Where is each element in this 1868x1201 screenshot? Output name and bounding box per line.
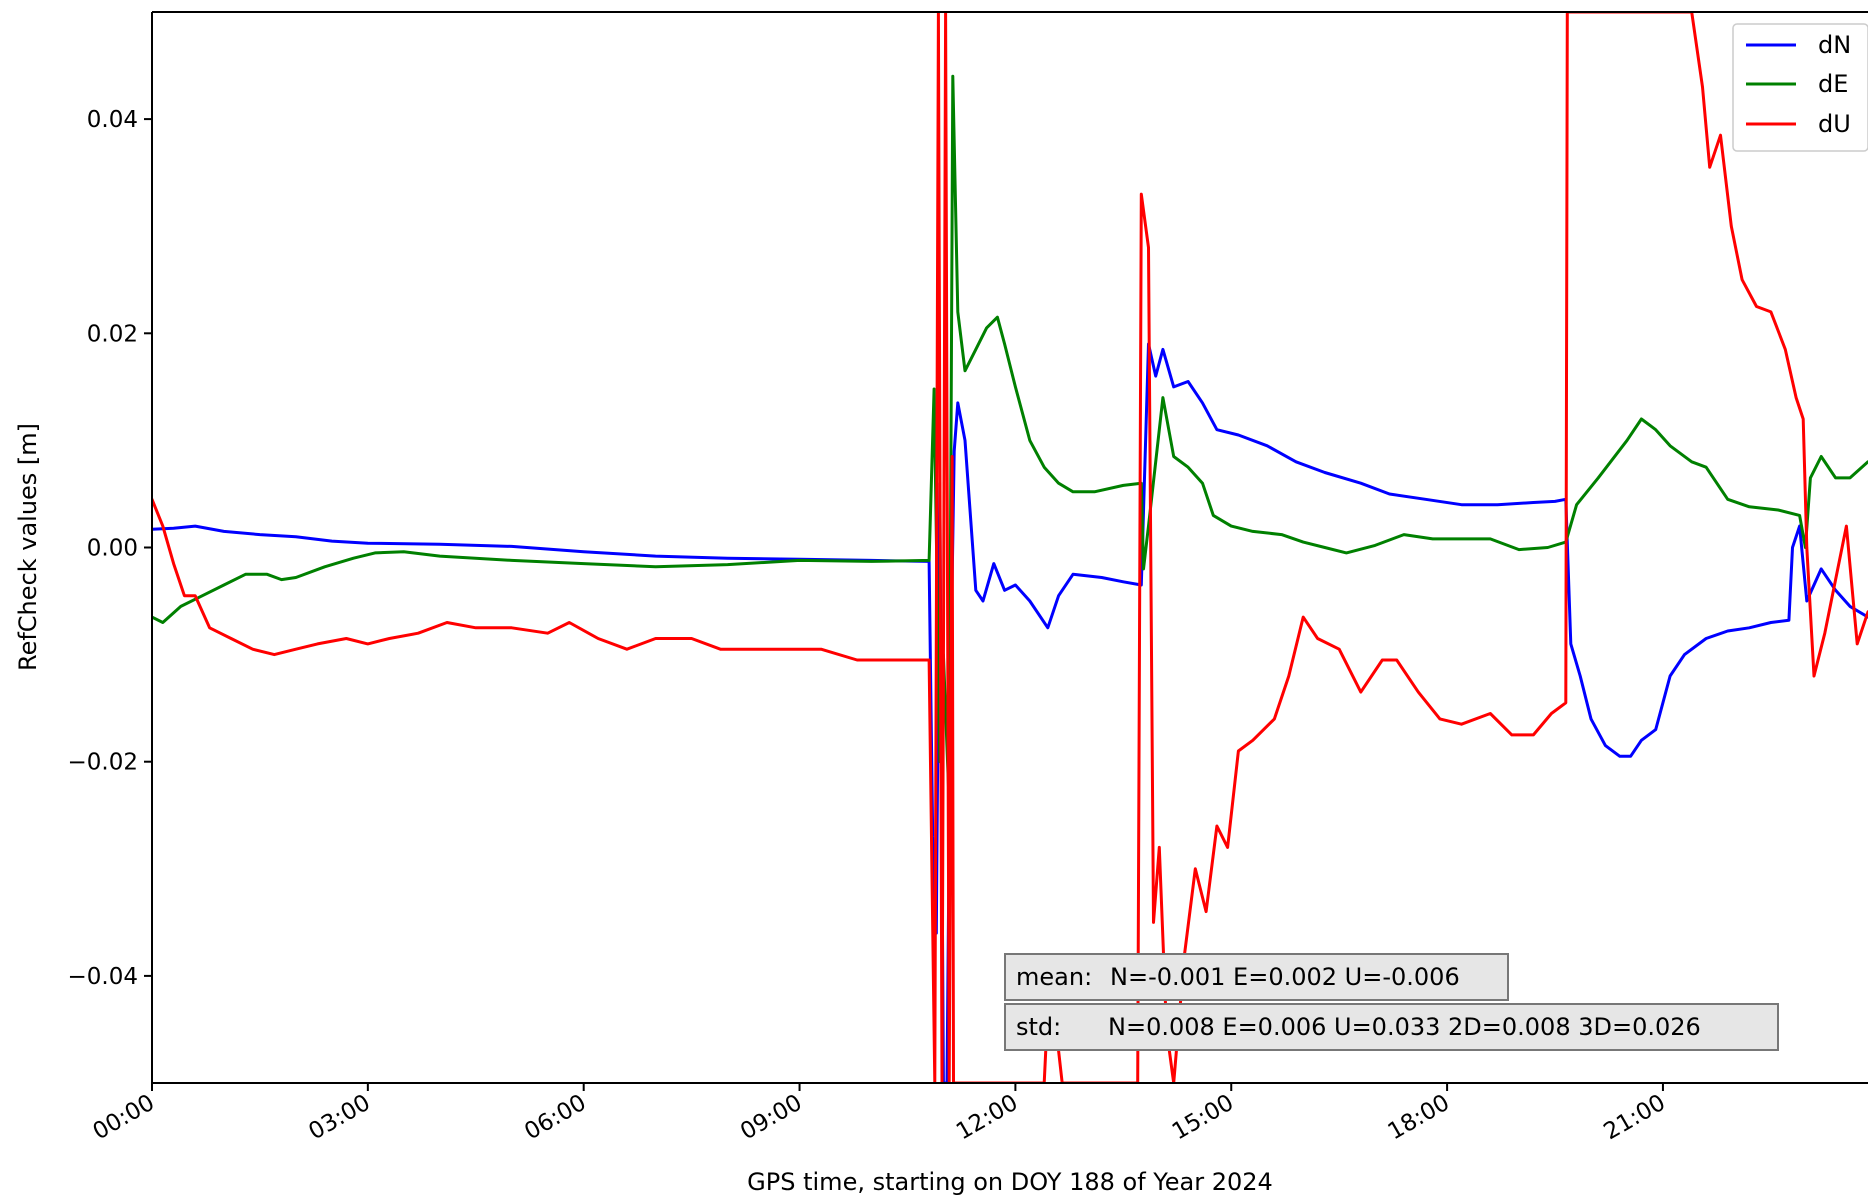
series-line-du bbox=[152, 12, 1868, 1083]
legend-label-du: dU bbox=[1818, 110, 1851, 138]
series-layer bbox=[152, 12, 1868, 1083]
legend-label-de: dE bbox=[1818, 70, 1848, 98]
stats-mean-values: N=-0.001 E=0.002 U=-0.006 bbox=[1110, 963, 1460, 991]
y-axis-title: RefCheck values [m] bbox=[14, 423, 42, 671]
y-tick-label: −0.04 bbox=[68, 964, 138, 990]
stats-std-box: std: N=0.008 E=0.006 U=0.033 2D=0.008 3D… bbox=[1004, 1003, 1779, 1051]
stats-std-label: std: bbox=[1016, 1013, 1061, 1041]
y-tick-label: 0.00 bbox=[87, 536, 138, 562]
y-tick-label: −0.02 bbox=[68, 750, 138, 776]
y-tick-label: 0.02 bbox=[87, 321, 138, 347]
series-line-de bbox=[152, 74, 1868, 806]
stats-std-values: N=0.008 E=0.006 U=0.033 2D=0.008 3D=0.02… bbox=[1108, 1013, 1701, 1041]
legend: dN dE dU bbox=[1732, 23, 1868, 152]
stats-std-frame bbox=[1004, 1003, 1779, 1051]
legend-label-dn: dN bbox=[1818, 31, 1851, 59]
y-tick-label: 0.04 bbox=[87, 107, 138, 133]
x-axis-title: GPS time, starting on DOY 188 of Year 20… bbox=[747, 1168, 1273, 1196]
series-line-dn bbox=[152, 342, 1868, 1083]
stats-mean-label: mean: bbox=[1016, 963, 1092, 991]
stats-mean-frame bbox=[1004, 953, 1509, 1001]
legend-frame bbox=[1732, 23, 1868, 152]
stats-mean-box: mean: N=-0.001 E=0.002 U=-0.006 bbox=[1004, 953, 1509, 1001]
